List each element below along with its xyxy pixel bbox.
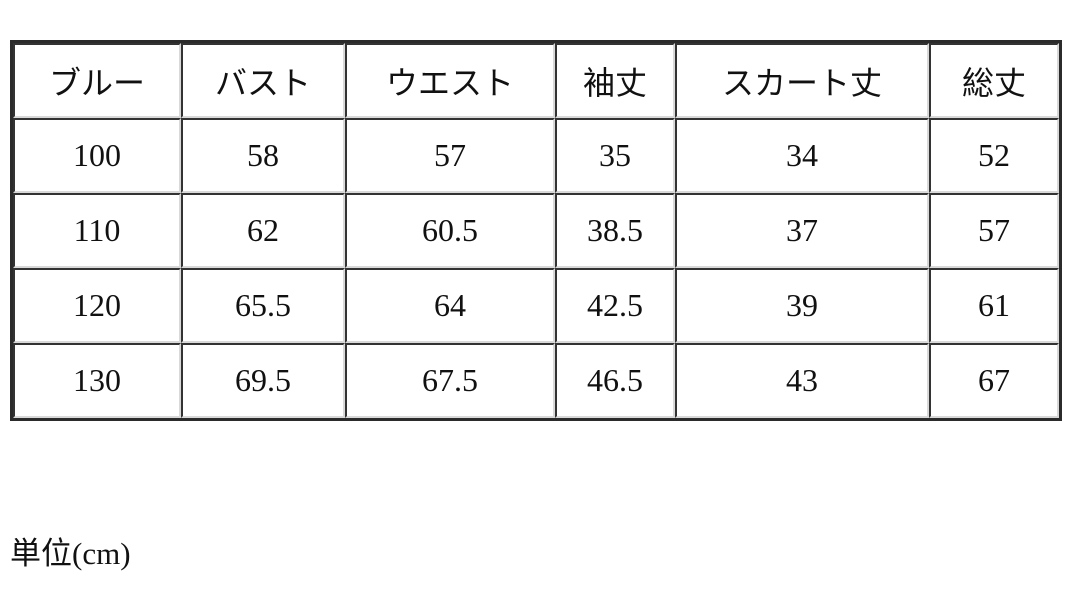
table-row: 120 65.5 64 42.5 39 61	[13, 268, 1059, 343]
table-cell-size: 110	[13, 193, 181, 268]
table-cell-waist: 57	[345, 118, 555, 193]
table-cell-bust: 65.5	[181, 268, 345, 343]
table-cell-total-length: 61	[929, 268, 1059, 343]
table-cell-total-length: 67	[929, 343, 1059, 418]
table-row: 110 62 60.5 38.5 37 57	[13, 193, 1059, 268]
table-cell-waist: 64	[345, 268, 555, 343]
table-cell-skirt-length: 37	[675, 193, 929, 268]
table-cell-size: 130	[13, 343, 181, 418]
column-header-blue: ブルー	[13, 43, 181, 118]
table-cell-sleeve-length: 46.5	[555, 343, 675, 418]
table-cell-skirt-length: 43	[675, 343, 929, 418]
header-row: ブルー バスト ウエスト 袖丈 スカート丈 総丈	[13, 43, 1059, 118]
table-cell-skirt-length: 39	[675, 268, 929, 343]
table-cell-waist: 67.5	[345, 343, 555, 418]
table-row: 100 58 57 35 34 52	[13, 118, 1059, 193]
table-cell-bust: 69.5	[181, 343, 345, 418]
column-header-waist: ウエスト	[345, 43, 555, 118]
column-header-bust: バスト	[181, 43, 345, 118]
column-header-total-length: 総丈	[929, 43, 1059, 118]
unit-note: 単位(cm)	[10, 536, 131, 571]
table-cell-size: 120	[13, 268, 181, 343]
table-row: 130 69.5 67.5 46.5 43 67	[13, 343, 1059, 418]
table-cell-bust: 62	[181, 193, 345, 268]
table-cell-sleeve-length: 42.5	[555, 268, 675, 343]
table-cell-total-length: 52	[929, 118, 1059, 193]
table-cell-waist: 60.5	[345, 193, 555, 268]
table-cell-total-length: 57	[929, 193, 1059, 268]
column-header-skirt-length: スカート丈	[675, 43, 929, 118]
size-chart-table: ブルー バスト ウエスト 袖丈 スカート丈 総丈 100 58 57 35 34…	[10, 40, 1062, 421]
table-cell-sleeve-length: 35	[555, 118, 675, 193]
column-header-sleeve-length: 袖丈	[555, 43, 675, 118]
table-cell-sleeve-length: 38.5	[555, 193, 675, 268]
table-cell-bust: 58	[181, 118, 345, 193]
table-cell-size: 100	[13, 118, 181, 193]
table-cell-skirt-length: 34	[675, 118, 929, 193]
